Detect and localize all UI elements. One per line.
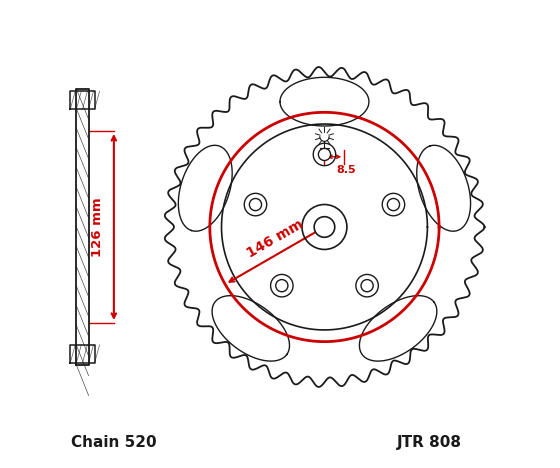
Text: 8.5: 8.5 xyxy=(336,165,356,175)
Text: 146 mm: 146 mm xyxy=(245,217,306,261)
Circle shape xyxy=(388,198,399,211)
Text: 126 mm: 126 mm xyxy=(91,197,104,257)
Circle shape xyxy=(319,148,330,161)
Circle shape xyxy=(361,279,373,292)
Circle shape xyxy=(276,279,288,292)
Circle shape xyxy=(249,198,262,211)
Text: JTR 808: JTR 808 xyxy=(397,435,462,450)
Text: Chain 520: Chain 520 xyxy=(71,435,157,450)
Circle shape xyxy=(314,217,335,237)
